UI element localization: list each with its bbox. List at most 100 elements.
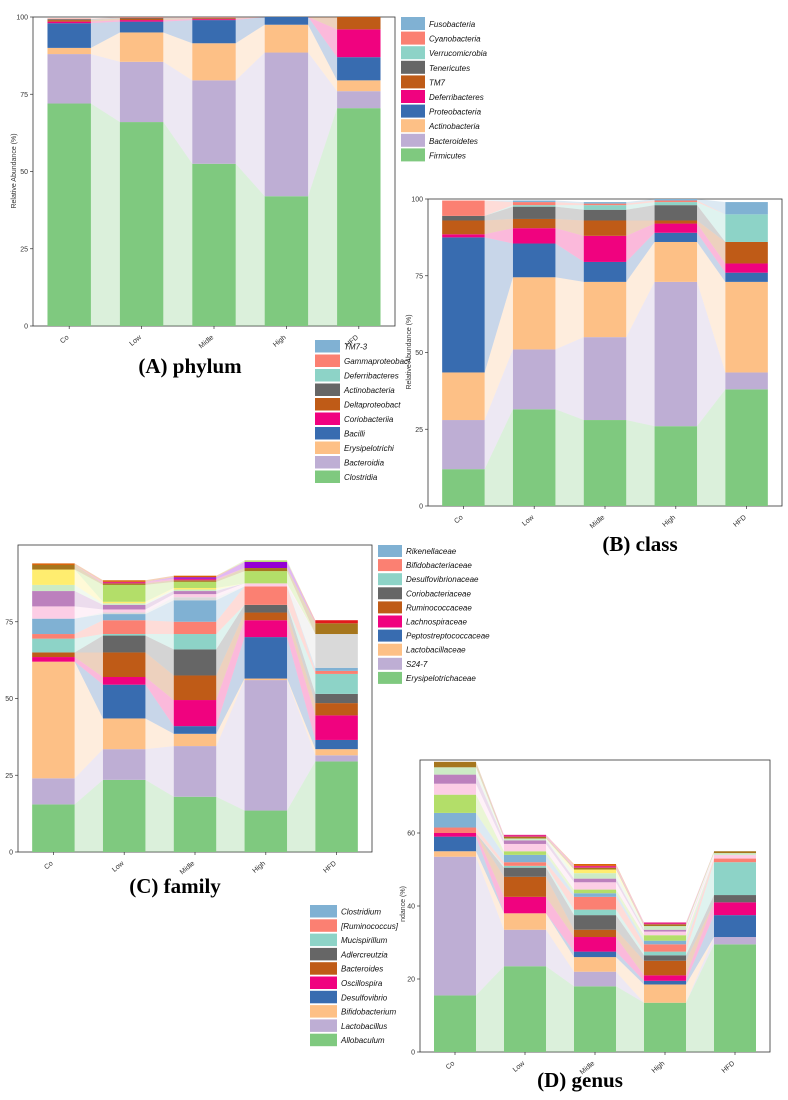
family-bar-family-other-8-Midle	[173, 578, 217, 581]
family-flow-family-other-3-Low-Midle	[145, 591, 174, 610]
class-legend-swatch-Gammaproteobacteria	[315, 354, 340, 367]
family-flow-family-other-2-Low-Midle	[145, 594, 174, 613]
family-bar-family-other-7-High	[244, 568, 288, 572]
family-bar-family-other-9-Midle	[173, 577, 217, 579]
class-legend-label-Bacilli: Bacilli	[344, 430, 365, 439]
phylum-legend-label-TM7: TM7	[429, 78, 446, 87]
genus-flow-genus-other-6-Midle-High	[616, 867, 644, 927]
genus-flow-[Ruminococcus]-Co-Low	[476, 827, 504, 866]
genus-flow-Lactobacillus-Co-Low	[476, 856, 504, 996]
phylum-bar-TM7-HFD	[337, 17, 381, 30]
family-flow-family-other-10-Midle-High	[216, 561, 245, 578]
class-flow-TM7-3-Midle-High	[626, 199, 655, 204]
class-legend-swatch-Erysipelotrichi	[315, 441, 340, 454]
class-bar-Bacilli-Low	[512, 243, 556, 278]
class-bar-Deltaproteobacteria-Midle	[583, 220, 627, 236]
family-flow-family-other-4-Co-Low	[74, 584, 103, 605]
phylum-bar-Deferribacteres-Low	[119, 20, 164, 22]
class-legend-label-Gammaproteobacteria: Gammaproteobact	[344, 357, 411, 366]
family-flow-family-other-1-Midle-High	[216, 586, 245, 601]
genus-bar-Allobaculum-Low	[504, 966, 546, 1052]
genus-flow-genus-other-2-Co-Low	[476, 783, 504, 852]
family-flow-Ruminococcaceae-Co-Low	[74, 652, 103, 678]
genus-bar-Lactobacillus-Low	[504, 929, 546, 967]
family-bar-family-other-2-Co	[32, 606, 75, 619]
genus-legend-label-Desulfovibrio: Desulfovibrio	[341, 993, 388, 1002]
family-flow-family-other-9-Low-Midle	[145, 577, 174, 582]
class-flow-Coriobacteriia-Low-Midle	[555, 228, 584, 262]
genus-legend-swatch-[Ruminococcus]	[310, 919, 337, 932]
genus-bar-genus-other-4-Co	[434, 767, 476, 775]
genus-flow-Allobaculum-High-HFD	[686, 944, 714, 1052]
genus-bar-Oscillospira-Low	[504, 896, 546, 914]
genus-bar-genus-other-1-Co	[434, 794, 476, 813]
family-bar-family-other-7-Co	[32, 564, 75, 570]
class-flow-Deferribacteres-Low-Midle	[555, 205, 584, 210]
genus-bar-[Ruminococcus]-High	[644, 944, 686, 952]
family-legend-swatch-Desulfovibrionaceae	[378, 573, 402, 586]
family-bar-Lactobacillaceae-Co	[32, 661, 75, 779]
family-flow-family-other-3-Co-Low	[74, 591, 103, 610]
family-bar-Bifidobacteriaceae-Midle	[173, 621, 217, 635]
family-bar-family-other-7-Midle	[173, 580, 217, 582]
family-x-tick-label-Co: Co	[43, 860, 54, 871]
genus-legend-label-Clostridium: Clostridium	[341, 908, 381, 917]
family-flow-Desulfovibrionaceae-Co-Low	[74, 634, 103, 653]
family-bar-Rikenellaceae-Low	[102, 614, 146, 621]
genus-bar-Bacteroides-Midle	[574, 929, 616, 938]
genus-bar-Lactobacillus-HFD	[714, 937, 756, 945]
family-bar-Rikenellaceae-Co	[32, 618, 75, 635]
class-bar-TM7-3-Low	[512, 200, 556, 203]
genus-flow-genus-other-1-Midle-High	[616, 889, 644, 941]
class-bar-Gammaproteobacteria-Co	[442, 200, 485, 216]
family-flow-family-other-7-High-HFD	[287, 568, 316, 635]
genus-bar-genus-other-1-High	[644, 935, 686, 941]
class-flow-Bacilli-High-HFD	[697, 232, 726, 282]
family-bar-Ruminococcaceae-HFD	[315, 703, 358, 716]
class-y-tick-label: 25	[415, 427, 423, 434]
genus-bar-Oscillospira-Midle	[574, 937, 616, 952]
genus-bar-Lactobacillus-Co	[434, 856, 476, 996]
phylum-flow-Tenericutes-Midle-High	[235, 17, 265, 19]
family-bar-Lachnospiraceae-High	[244, 620, 288, 638]
genus-flow-[Ruminococcus]-High-HFD	[686, 858, 714, 952]
phylum-flow-Bacteroidetes-Midle-High	[235, 52, 265, 197]
genus-bar-genus-other-7-High	[644, 922, 686, 925]
genus-bar-genus-other-6-Midle	[574, 867, 616, 870]
class-flow-Deltaproteobacteria-Midle-High	[626, 220, 655, 236]
family-flow-family-other-1-Co-Low	[74, 612, 103, 619]
family-flow-family-other-6-High-HFD	[287, 571, 316, 635]
family-bar-S24-7-HFD	[315, 755, 358, 762]
class-bar-Bacilli-Co	[442, 237, 485, 373]
family-bar-Desulfovibrionaceae-HFD	[315, 673, 358, 694]
class-bar-Actinobacteria-Low	[512, 206, 556, 219]
phylum-bar-Firmicutes-Co	[47, 103, 91, 327]
class-flow-Gammaproteobacteria-Midle-High	[626, 200, 655, 206]
phylum-flow-TM7-High-HFD	[308, 17, 338, 30]
phylum-flow-Deferribacteres-Midle-High	[235, 17, 265, 21]
family-flow-Rikenellaceae-Low-Midle	[145, 600, 174, 622]
family-bar-family-other-1-Midle	[173, 597, 217, 601]
genus-bar-genus-other-4-Low	[504, 838, 546, 841]
family-flow-family-other-8-Low-Midle	[145, 578, 174, 584]
class-flow-Deltaproteobacteria-Low-Midle	[555, 218, 584, 236]
family-bar-Bifidobacteriaceae-HFD	[315, 670, 358, 674]
family-bar-Erysipelotrichaceae-High	[244, 810, 288, 852]
genus-bar-Desulfovibrio-High	[644, 980, 686, 985]
class-flow-TM7-3-Co-Low	[484, 200, 513, 203]
family-legend-swatch-Ruminococcaceae	[378, 601, 402, 614]
family-legend-label-Bifidobacteriaceae: Bifidobacteriaceae	[406, 561, 472, 570]
phylum-legend-label-Verrucomicrobia: Verrucomicrobia	[429, 49, 487, 58]
family-y-tick-label: 75	[5, 619, 13, 626]
phylum-bar-Firmicutes-Midle	[192, 163, 236, 326]
phylum-flow-Actinobacteria-Low-Midle	[163, 32, 193, 81]
phylum-bar-Proteobacteria-HFD	[337, 57, 381, 81]
genus-flow-Mucispirillum-Midle-High	[616, 909, 644, 956]
phylum-bar-Actinobacteria-Co	[47, 47, 91, 55]
class-bar-Bacteroidia-Midle	[583, 337, 627, 421]
genus-flow-genus-other-5-Midle-High	[616, 869, 644, 927]
family-legend-label-Lachnospiraceae: Lachnospiraceae	[406, 618, 467, 627]
genus-flow-Bacteroides-High-HFD	[686, 902, 714, 976]
family-flow-Erysipelotrichaceae-Low-Midle	[145, 779, 174, 852]
